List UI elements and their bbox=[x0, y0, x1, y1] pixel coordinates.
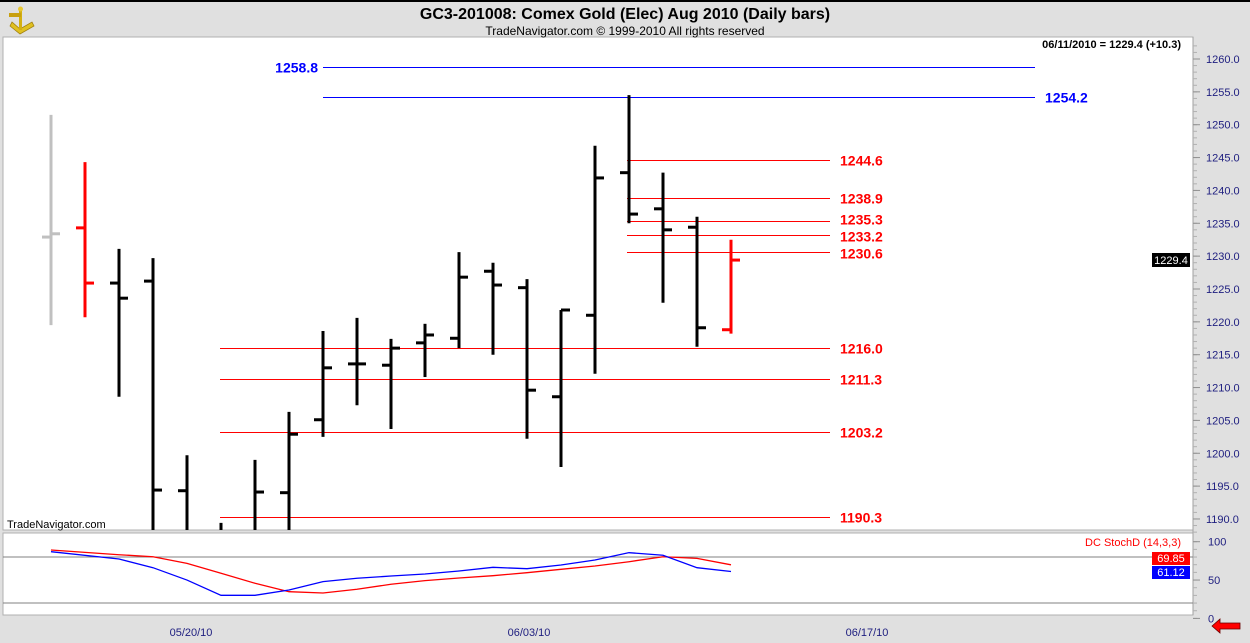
price-level-label: 1254.2 bbox=[1045, 90, 1088, 106]
price-level-label: 1216.0 bbox=[840, 341, 883, 357]
price-tick-label: 1250.0 bbox=[1206, 120, 1240, 132]
ohlc-bar bbox=[110, 248, 128, 397]
price-tick-label: 1255.0 bbox=[1206, 87, 1240, 99]
price-level-label: 1258.8 bbox=[275, 60, 318, 76]
ohlc-bar bbox=[552, 308, 570, 468]
date-tick-label: 05/20/10 bbox=[170, 627, 213, 639]
stochastic-value-box bbox=[1152, 566, 1190, 579]
price-tick-label: 1195.0 bbox=[1206, 481, 1239, 493]
stochastic-value-label: 61.12 bbox=[1157, 567, 1185, 579]
ohlc-bar bbox=[42, 114, 60, 326]
ohlc-bar bbox=[518, 279, 536, 439]
stochastic-value-label: 69.85 bbox=[1157, 553, 1185, 565]
ohlc-bar bbox=[688, 216, 706, 347]
price-tick-label: 1215.0 bbox=[1206, 350, 1240, 362]
price-tick-label: 1260.0 bbox=[1206, 54, 1240, 66]
price-level-label: 1238.9 bbox=[840, 191, 883, 207]
stochastic-value-box bbox=[1152, 552, 1190, 565]
watermark: TradeNavigator.com bbox=[7, 519, 106, 531]
copyright-subtitle: TradeNavigator.com © 1999-2010 All right… bbox=[485, 24, 764, 38]
ohlc-bar bbox=[586, 145, 604, 374]
stochastic-blue-line bbox=[50, 551, 732, 596]
ohlc-bar bbox=[382, 338, 400, 429]
ohlc-bar bbox=[144, 258, 162, 530]
price-level-label: 1190.3 bbox=[840, 510, 882, 526]
price-tick-label: 1230.0 bbox=[1206, 251, 1240, 263]
date-axis: 05/20/10 06/03/10 06/17/10 bbox=[170, 627, 889, 639]
sextant-icon bbox=[9, 6, 35, 35]
price-level-label: 1211.3 bbox=[840, 372, 882, 388]
ohlc-bar bbox=[178, 455, 189, 530]
stochastic-tick-label: 50 bbox=[1208, 575, 1220, 587]
price-tick-label: 1225.0 bbox=[1206, 284, 1240, 296]
price-level-label: 1235.3 bbox=[840, 211, 883, 227]
stochastic-tick-label: 100 bbox=[1208, 537, 1226, 549]
date-tick-label: 06/03/10 bbox=[508, 627, 551, 639]
ohlc-bar bbox=[654, 172, 672, 303]
stochastic-title: DC StochD (14,3,3) bbox=[1085, 537, 1181, 549]
stochastic-panel[interactable] bbox=[2, 532, 1194, 616]
price-tick-label: 1240.0 bbox=[1206, 185, 1240, 197]
chart-title: GC3-201008: Comex Gold (Elec) Aug 2010 (… bbox=[420, 6, 830, 23]
top-border bbox=[0, 0, 1250, 2]
price-tick-label: 1220.0 bbox=[1206, 317, 1240, 329]
last-price-label: 1229.4 bbox=[1154, 255, 1188, 267]
ohlc-bars bbox=[42, 95, 740, 530]
price-tick-label: 1205.0 bbox=[1206, 415, 1240, 427]
stochastic-red-line bbox=[50, 549, 732, 594]
price-tick-label: 1200.0 bbox=[1206, 448, 1240, 460]
price-axis: 1260.0 1255.0 1250.0 1245.0 1240.0 1235.0 1230… bbox=[1193, 45, 1240, 533]
ohlc-bar bbox=[722, 239, 740, 334]
ohlc-bar bbox=[450, 252, 468, 349]
date-tick-label: 06/17/10 bbox=[846, 627, 889, 639]
stochastic-lines bbox=[3, 549, 1193, 604]
ohlc-bar bbox=[484, 262, 502, 355]
red-left-arrow-icon[interactable] bbox=[1211, 618, 1241, 634]
price-tick-label: 1245.0 bbox=[1206, 153, 1240, 165]
stochastic-axis: 100 50 0 69.85 61.12 bbox=[1152, 537, 1226, 625]
ohlc-bar bbox=[314, 331, 332, 437]
ohlc-bar bbox=[416, 323, 434, 378]
price-tick-label: 1210.0 bbox=[1206, 383, 1240, 395]
ohlc-bar bbox=[620, 95, 638, 224]
price-levels: 1258.8 1254.2 1244.6 1238.9 1235.31233.21230… bbox=[220, 60, 1088, 526]
ohlc-bar bbox=[76, 162, 94, 318]
ohlc-bar bbox=[253, 459, 264, 530]
price-tick-label: 1190.0 bbox=[1206, 514, 1239, 526]
price-tick-label: 1235.0 bbox=[1206, 218, 1240, 230]
ohlc-bar bbox=[348, 317, 366, 406]
last-price-box bbox=[1152, 253, 1190, 267]
price-panel[interactable] bbox=[2, 36, 1194, 531]
price-level-label: 1244.6 bbox=[840, 153, 883, 169]
price-level-label: 1230.6 bbox=[840, 245, 883, 261]
price-readout: 06/11/2010 = 1229.4 (+10.3) bbox=[1042, 39, 1181, 51]
price-level-label: 1233.2 bbox=[840, 228, 883, 244]
ohlc-bar bbox=[280, 411, 298, 530]
stochastic-tick-label: 0 bbox=[1208, 613, 1214, 625]
price-level-label: 1203.2 bbox=[840, 425, 883, 441]
